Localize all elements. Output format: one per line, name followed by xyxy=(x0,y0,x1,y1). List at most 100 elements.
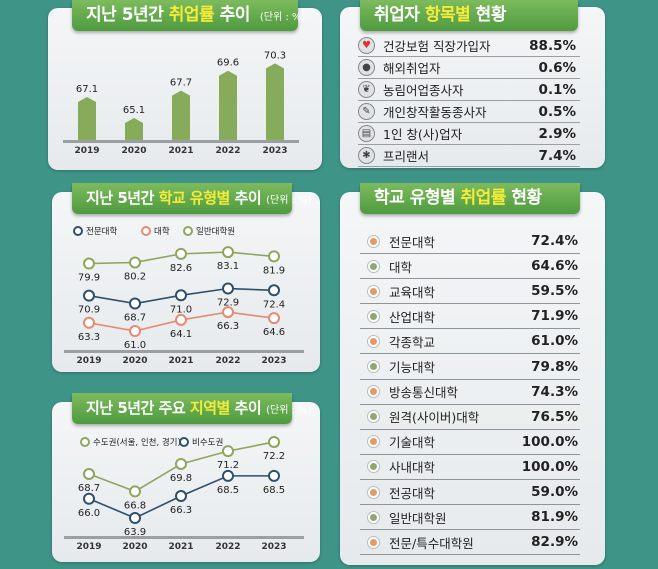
bar xyxy=(78,96,96,140)
data-point xyxy=(268,284,280,297)
item-label: 농림어업종사자 xyxy=(383,83,464,98)
item-label: 건강보험 직장가입자 xyxy=(383,39,491,54)
x-tick-label: 2020 xyxy=(121,146,146,156)
data-label: 66.3 xyxy=(217,321,239,332)
business-icon: ▤ xyxy=(358,125,375,142)
data-label: 68.5 xyxy=(217,485,239,496)
items-title: 취업자 항목별 현황 xyxy=(360,0,578,31)
data-point xyxy=(83,289,95,302)
bar-data-label: 67.7 xyxy=(170,78,192,89)
school-value: 72.4% xyxy=(531,233,578,249)
school-trend-card xyxy=(52,192,320,372)
data-point xyxy=(268,435,280,448)
item-label: 프리랜서 xyxy=(383,149,430,164)
school-value: 79.8% xyxy=(531,358,578,375)
school-value: 100.0% xyxy=(521,458,578,475)
x-tick-label: 2022 xyxy=(215,146,240,156)
legend-label: 비수도권 xyxy=(192,437,223,448)
x-tick-label: 2021 xyxy=(168,356,193,366)
data-label: 70.9 xyxy=(78,305,100,316)
globe-icon: ● xyxy=(358,59,375,76)
legend-marker xyxy=(183,226,193,236)
bar xyxy=(219,70,237,140)
item-row: ♥ 건강보험 직장가입자 88.5% xyxy=(358,35,580,57)
school-label: 산업대학 xyxy=(389,309,436,325)
data-point xyxy=(175,490,187,503)
x-tick-label: 2019 xyxy=(76,542,101,552)
data-point xyxy=(129,485,141,498)
freelancer-icon: ✱ xyxy=(358,147,375,164)
data-label: 72.4 xyxy=(263,299,285,310)
school-value: 74.3% xyxy=(531,383,578,400)
school-row: 전공대학 59.0% xyxy=(360,480,580,505)
school-label: 방송통신대학 xyxy=(389,385,459,401)
data-point xyxy=(222,469,234,482)
x-tick-label: 2020 xyxy=(122,542,147,552)
data-label: 79.9 xyxy=(78,273,100,284)
data-point xyxy=(129,325,141,337)
x-axis-line xyxy=(64,350,304,353)
data-point xyxy=(175,247,187,260)
x-tick-label: 2022 xyxy=(215,542,240,552)
data-point xyxy=(222,306,234,319)
item-row: ✱ 프리랜서 7.4% xyxy=(358,145,580,167)
x-tick-label: 2019 xyxy=(76,356,101,366)
bar xyxy=(172,90,190,140)
school-label: 원격(사이버)대학 xyxy=(389,410,480,426)
bullet-dot-icon xyxy=(368,310,379,322)
school-value: 61.0% xyxy=(531,333,578,350)
item-label: 개인창작활동종사자 xyxy=(383,105,487,120)
school-trend-title: 지난 5년간 학교 유형별 추이 (단위 : %) xyxy=(72,183,312,214)
school-row: 기술대학 100.0% xyxy=(360,430,580,455)
bar-data-label: 67.1 xyxy=(76,84,98,95)
data-label: 63.3 xyxy=(78,332,100,343)
data-label: 68.5 xyxy=(263,485,285,496)
item-value: 88.5% xyxy=(529,37,576,54)
x-tick-label: 2020 xyxy=(122,356,147,366)
bar-data-label: 65.1 xyxy=(123,105,145,116)
data-label: 83.1 xyxy=(217,261,239,272)
data-point xyxy=(175,289,187,302)
x-tick-label: 2021 xyxy=(168,146,193,156)
item-value: 2.9% xyxy=(538,125,576,142)
data-label: 66.8 xyxy=(124,500,146,511)
data-point xyxy=(83,492,95,505)
school-row: 산업대학 71.9% xyxy=(360,304,580,330)
school-value: 64.6% xyxy=(531,258,578,275)
bullet-dot-icon xyxy=(368,361,379,372)
x-tick-label: 2023 xyxy=(261,356,286,366)
school-label: 전공대학 xyxy=(389,485,436,501)
bar-data-label: 70.3 xyxy=(264,50,286,61)
region-trend-card xyxy=(52,402,320,562)
data-label: 72.9 xyxy=(217,298,239,309)
data-point xyxy=(129,256,141,269)
data-point xyxy=(83,316,95,329)
data-label: 69.8 xyxy=(170,473,192,484)
data-label: 81.9 xyxy=(263,265,285,276)
school-row: 사내대학 100.0% xyxy=(360,455,580,480)
bar xyxy=(266,63,284,140)
bullet-dot-icon xyxy=(368,461,379,473)
bullet-dot-icon xyxy=(368,536,379,548)
data-label: 66.0 xyxy=(78,508,100,519)
data-point xyxy=(83,257,95,270)
school-label: 전문대학 xyxy=(389,234,436,250)
data-point xyxy=(222,445,234,458)
x-tick-label: 2021 xyxy=(168,542,193,552)
data-point xyxy=(268,469,280,482)
item-value: 0.5% xyxy=(538,103,576,120)
data-label: 72.2 xyxy=(263,451,285,462)
school-row: 교육대학 59.5% xyxy=(360,279,580,305)
data-label: 80.2 xyxy=(124,271,146,282)
school-row: 원격(사이버)대학 76.5% xyxy=(360,405,580,430)
school-row: 각종학교 61.0% xyxy=(360,329,580,355)
legend-label: 대학 xyxy=(154,226,170,237)
data-point xyxy=(222,282,234,295)
heart-hand-icon: ♥ xyxy=(358,37,375,54)
data-label: 61.0 xyxy=(124,340,146,351)
legend-marker xyxy=(80,437,90,447)
x-tick-label: 2023 xyxy=(261,542,286,552)
bullet-dot-icon xyxy=(368,285,379,297)
item-row: ● 해외취업자 0.6% xyxy=(358,57,580,79)
